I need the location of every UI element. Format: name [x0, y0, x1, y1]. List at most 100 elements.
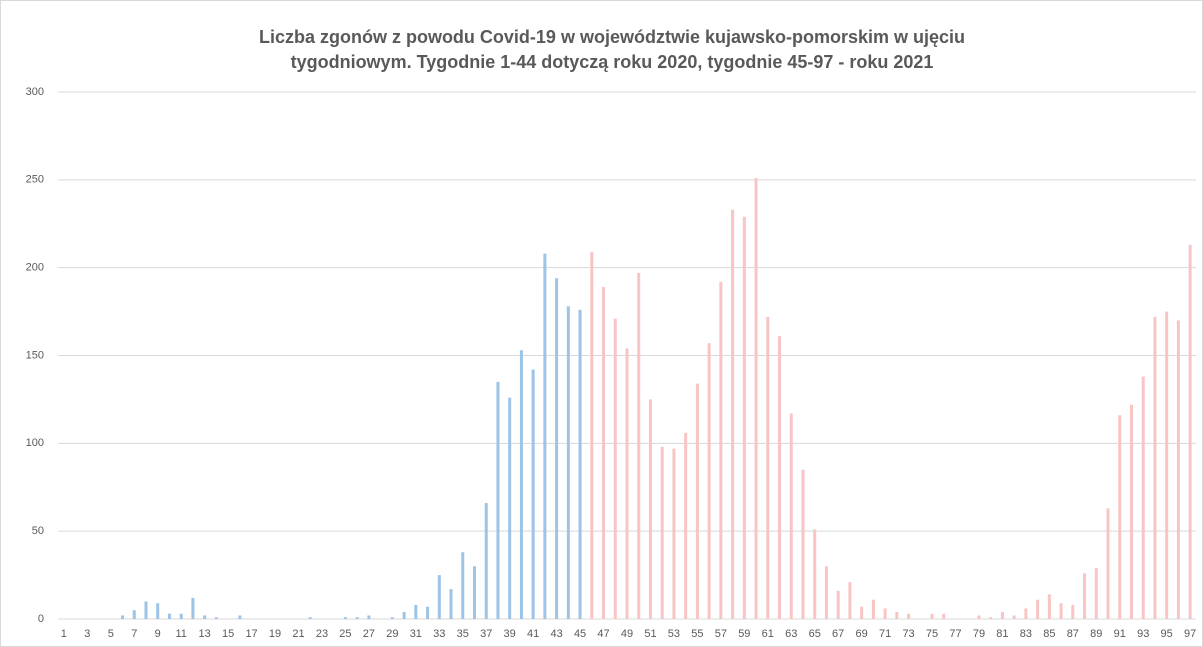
bar	[742, 216, 746, 619]
bar	[167, 613, 171, 619]
bar	[590, 251, 594, 619]
bar	[508, 397, 512, 619]
x-tick-label: 55	[691, 628, 703, 640]
chart-title: tygodniowym. Tygodnie 1-44 dotyczą roku …	[291, 52, 934, 72]
bar	[989, 617, 993, 619]
bar	[860, 606, 864, 619]
bar	[449, 589, 453, 619]
x-tick-label: 77	[949, 628, 961, 640]
y-tick-label: 250	[26, 174, 44, 186]
x-tick-label: 11	[175, 628, 186, 640]
x-tick-label: 67	[832, 628, 844, 640]
bar	[426, 606, 430, 619]
x-tick-label: 65	[809, 628, 821, 640]
bar	[695, 383, 699, 619]
bar	[1106, 508, 1110, 619]
bar	[355, 617, 359, 619]
bar	[684, 432, 688, 619]
bar	[484, 503, 488, 619]
bar	[836, 590, 840, 619]
bar	[1165, 311, 1169, 619]
bar	[824, 566, 828, 619]
x-tick-label: 47	[597, 628, 609, 640]
bar	[1129, 404, 1133, 619]
x-tick-label: 61	[762, 628, 774, 640]
bar	[871, 599, 875, 619]
bar	[367, 615, 371, 619]
x-tick-label: 87	[1067, 628, 1079, 640]
bar	[402, 611, 406, 619]
bar	[977, 615, 981, 619]
x-tick-label: 29	[386, 628, 398, 640]
bar	[813, 529, 817, 619]
bar	[637, 272, 641, 619]
bar	[930, 613, 934, 619]
bar	[214, 617, 218, 619]
x-tick-label: 59	[738, 628, 750, 640]
x-tick-label: 97	[1184, 628, 1196, 640]
x-tick-label: 5	[108, 628, 114, 640]
x-tick-label: 91	[1114, 628, 1126, 640]
x-tick-label: 15	[222, 628, 234, 640]
chart-title: Liczba zgonów z powodu Covid-19 w wojewó…	[259, 27, 965, 47]
x-tick-label: 95	[1161, 628, 1173, 640]
x-tick-label: 89	[1090, 628, 1102, 640]
bar	[1024, 608, 1028, 619]
bar	[625, 348, 629, 619]
y-tick-label: 300	[26, 86, 44, 98]
bar	[1188, 244, 1192, 619]
bar	[121, 615, 125, 619]
bar	[343, 617, 347, 619]
bar	[1000, 611, 1004, 619]
bar	[179, 613, 183, 619]
x-tick-label: 33	[433, 628, 445, 640]
bar	[414, 604, 418, 619]
x-tick-label: 31	[410, 628, 422, 640]
x-tick-label: 9	[155, 628, 161, 640]
bar	[602, 286, 606, 619]
x-tick-label: 27	[363, 628, 375, 640]
bar	[707, 343, 711, 619]
bar	[754, 178, 758, 619]
y-tick-label: 100	[26, 437, 44, 449]
bar	[203, 615, 207, 619]
bar	[907, 613, 911, 619]
bar	[566, 306, 570, 619]
bar	[672, 448, 676, 619]
y-tick-label: 50	[32, 525, 44, 537]
bar	[883, 608, 887, 619]
x-tick-label: 93	[1137, 628, 1149, 640]
x-tick-label: 83	[1020, 628, 1032, 640]
bar	[1059, 603, 1063, 619]
x-tick-label: 71	[879, 628, 891, 640]
y-tick-label: 200	[26, 262, 44, 274]
bar	[1036, 599, 1040, 619]
bar	[308, 617, 312, 619]
x-tick-label: 49	[621, 628, 633, 640]
x-tick-label: 85	[1043, 628, 1055, 640]
bar	[1153, 316, 1157, 619]
x-tick-label: 75	[926, 628, 938, 640]
y-tick-label: 150	[26, 349, 44, 361]
bar	[766, 316, 770, 619]
x-tick-label: 79	[973, 628, 985, 640]
x-tick-label: 25	[339, 628, 351, 640]
x-tick-label: 23	[316, 628, 328, 640]
bar	[1118, 415, 1122, 619]
bar	[719, 281, 723, 619]
bar	[613, 318, 617, 619]
y-tick-label: 0	[38, 613, 44, 625]
x-tick-label: 63	[785, 628, 797, 640]
bar	[731, 209, 735, 620]
bar	[555, 278, 559, 619]
x-tick-label: 45	[574, 628, 586, 640]
bar	[461, 552, 465, 619]
x-tick-label: 41	[527, 628, 539, 640]
x-tick-label: 39	[504, 628, 516, 640]
bar	[1176, 320, 1180, 619]
bar	[531, 369, 535, 619]
x-tick-label: 37	[480, 628, 492, 640]
x-tick-label: 13	[199, 628, 211, 640]
